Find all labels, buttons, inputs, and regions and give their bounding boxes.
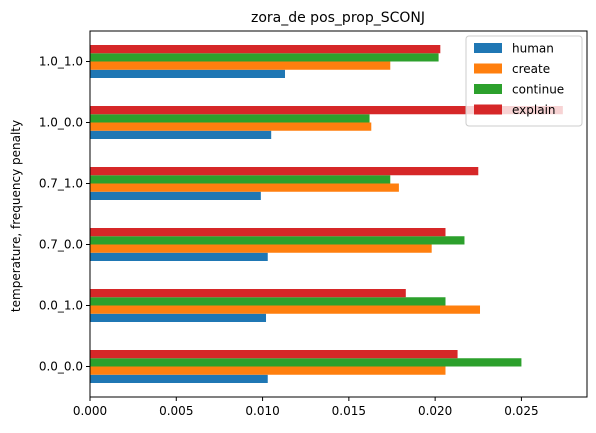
bar-continue-0.7_1.0 [90,175,391,184]
bar-explain-0.7_1.0 [90,167,479,176]
bar-explain-1.0_0.0 [90,106,563,115]
x-tick-label: 0.015 [332,404,366,418]
y-tick-label: 0.7_1.0 [39,177,83,191]
bar-human-0.7_0.0 [90,252,268,261]
legend-swatch-continue [474,84,502,94]
legend-swatch-explain [474,104,502,115]
legend-swatch-create [474,63,502,74]
legend-box [465,35,583,127]
bar-create-1.0_0.0 [90,122,372,131]
bar-human-0.0_0.0 [90,374,268,383]
bar-explain-1.0_1.0 [90,45,441,54]
bar-create-1.0_1.0 [90,61,391,70]
bar-explain-0.0_1.0 [90,289,406,298]
bar-create-0.7_1.0 [90,183,399,192]
legend: human create continue explain [465,35,583,127]
bar-continue-0.7_0.0 [90,236,465,245]
bar-human-1.0_0.0 [90,130,272,139]
y-tick-label: 1.0_1.0 [39,55,83,69]
bar-continue-1.0_1.0 [90,53,439,62]
x-tick-label: 0.025 [504,404,538,418]
legend-label-human: human [512,42,554,56]
y-tick-label: 0.0_0.0 [39,360,83,374]
y-ticks-group: 0.0_0.0 0.0_1.0 0.7_0.0 0.7_1.0 1.0_0.0 1.0_1… [39,55,90,374]
bar-explain-0.7_0.0 [90,228,446,237]
bar-create-0.7_0.0 [90,244,432,253]
legend-label-create: create [512,62,550,76]
x-tick-label: 0.005 [159,404,193,418]
legend-label-explain: explain [512,103,556,117]
bars-group [90,45,563,383]
y-axis-label: temperature, frequency penalty [9,120,23,312]
y-tick-label: 0.0_1.0 [39,299,83,313]
x-tick-label: 0.020 [418,404,452,418]
x-ticks-group: 0.000 0.005 0.010 0.015 0.020 0.025 [73,397,539,418]
bar-create-0.0_1.0 [90,305,481,314]
y-tick-label: 1.0_0.0 [39,116,83,130]
x-tick-label: 0.010 [245,404,279,418]
bar-continue-0.0_1.0 [90,297,446,306]
bar-create-0.0_0.0 [90,366,446,375]
bar-human-1.0_1.0 [90,69,286,78]
legend-swatch-human [474,43,502,53]
chart-title: zora_de pos_prop_SCONJ [251,10,425,26]
plot-frame [89,30,588,398]
legend-label-continue: continue [512,83,564,97]
bar-continue-0.0_0.0 [90,358,522,367]
bar-human-0.7_1.0 [90,191,261,200]
x-tick-label: 0.000 [73,404,107,418]
bar-human-0.0_1.0 [90,313,267,322]
bar-continue-1.0_0.0 [90,114,370,123]
y-tick-label: 0.7_0.0 [39,238,83,252]
bar-explain-0.0_0.0 [90,350,458,359]
